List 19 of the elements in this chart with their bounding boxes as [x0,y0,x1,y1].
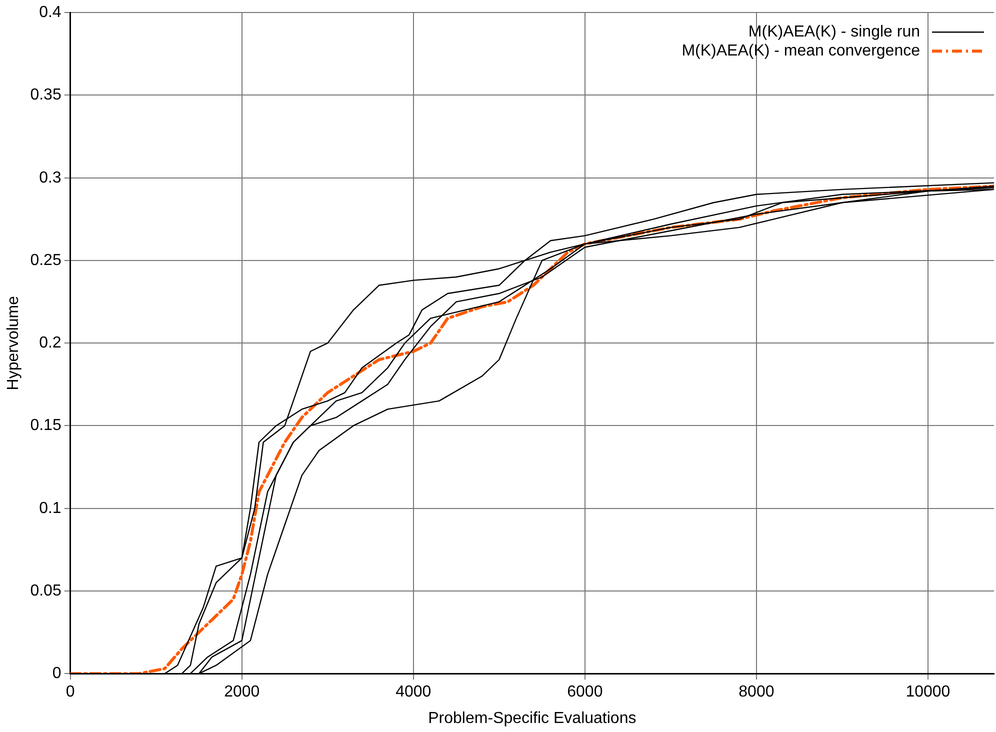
x-tick-label: 0 [66,684,75,701]
y-tick-label: 0.4 [39,4,62,22]
y-axis-title: Hypervolume [5,296,22,390]
x-tick-label: 2000 [224,684,260,701]
legend-label: M(K)AEA(K) - mean convergence [682,42,920,60]
y-tick-label: 0 [52,665,62,682]
x-tick-label: 6000 [567,684,603,701]
x-axis-title: Problem-Specific Evaluations [428,710,636,727]
x-tick-label: 10000 [906,684,950,701]
x-tick-label: 4000 [396,684,432,701]
y-tick-label: 0.1 [39,500,62,517]
y-tick-label: 0.2 [39,334,62,352]
y-tick-label: 0.35 [30,86,62,104]
legend-label: M(K)AEA(K) - single run [748,24,920,41]
y-tick-label: 0.15 [30,417,62,434]
x-tick-label: 8000 [738,684,774,701]
y-tick-label: 0.05 [30,582,62,600]
y-tick-label: 0.25 [30,252,62,269]
y-tick-label: 0.3 [39,169,62,186]
